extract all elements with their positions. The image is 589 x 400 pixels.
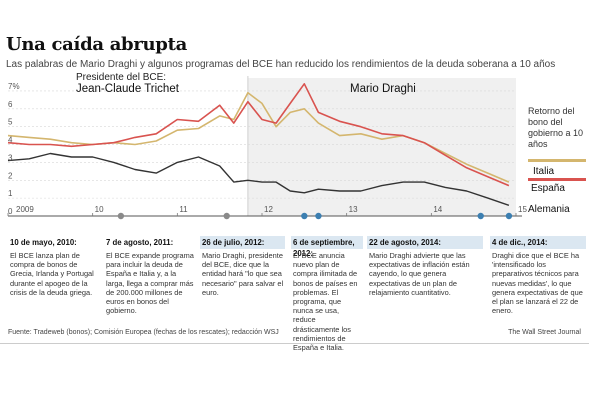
- annotation-text: Mario Draghi, presidente del BCE, dice q…: [202, 251, 284, 297]
- annotation-text: El BCE anuncia nuevo plan de compra ilim…: [293, 251, 358, 353]
- annotation-3: 26 de julio, 2012: Mario Draghi, presiden…: [200, 236, 285, 297]
- y-tick-label: 1: [8, 189, 13, 198]
- draghi-era-shade: [247, 78, 516, 216]
- annotation-6: 4 de dic., 2014: Draghi dice que el BCE h…: [490, 236, 586, 315]
- annotation-date: 7 de agosto, 2011:: [106, 238, 174, 247]
- y-tick-label: 0: [8, 207, 13, 216]
- annotation-text: Mario Draghi advierte que las expectativ…: [369, 251, 470, 297]
- bottom-divider: [0, 343, 589, 344]
- x-tick-label: 2009: [16, 205, 34, 214]
- annotation-date: 26 de julio, 2012:: [200, 236, 285, 249]
- x-tick-label: 14: [433, 205, 442, 214]
- x-tick-label: 11: [179, 205, 188, 214]
- event-marker: [315, 212, 322, 220]
- x-tick-label: 13: [349, 205, 358, 214]
- president-label: Presidente del BCE:: [76, 72, 167, 83]
- y-tick-label: 3: [8, 153, 13, 162]
- annotation-2: 7 de agosto, 2011: El BCE expande program…: [104, 236, 194, 315]
- x-tick-label: 15: [518, 205, 527, 214]
- event-marker: [505, 212, 513, 220]
- annotation-4: 6 de septiembre, 2012: El BCE anuncia nue…: [291, 236, 363, 352]
- event-marker: [301, 212, 308, 220]
- x-tick-label: 10: [95, 205, 104, 214]
- legend-espana-line: [528, 178, 586, 181]
- y-tick-label: 2: [8, 171, 13, 180]
- series-line-alemania: [7, 152, 510, 206]
- event-marker: [117, 212, 125, 220]
- president-trichet: Jean-Claude Trichet: [76, 83, 179, 95]
- legend-italia: Italia: [533, 166, 555, 177]
- y-tick-label: 4: [8, 136, 13, 145]
- credit: The Wall Street Journal: [508, 329, 581, 336]
- annotation-5: 22 de agosto, 2014: Mario Draghi advierte…: [367, 236, 483, 297]
- chart-title: Una caída abrupta: [6, 34, 187, 55]
- legend-italia-line: [528, 159, 586, 162]
- y-tick-label: 5: [8, 118, 13, 127]
- annotation-date: 22 de agosto, 2014:: [367, 236, 483, 249]
- event-marker: [223, 212, 230, 220]
- y-description: Retorno del bono del gobierno a 10 años: [528, 106, 584, 149]
- event-marker: [477, 212, 484, 220]
- chart-subtitle: Las palabras de Mario Draghi y algunos p…: [6, 59, 556, 70]
- annotation-1: 10 de mayo, 2010: El BCE lanza plan de co…: [8, 236, 98, 297]
- legend-espana: España: [531, 183, 565, 194]
- source-note: Fuente: Tradeweb (bonos); Comisión Europ…: [8, 329, 279, 336]
- president-draghi: Mario Draghi: [350, 83, 416, 95]
- y-tick-label: 7%: [8, 82, 20, 91]
- annotation-text: El BCE expande programa para incluir la …: [106, 251, 194, 316]
- y-tick-label: 6: [8, 100, 13, 109]
- annotation-date: 10 de mayo, 2010:: [10, 238, 77, 247]
- x-tick-label: 12: [264, 205, 273, 214]
- annotation-date: 6 de septiembre, 2012:: [291, 236, 363, 258]
- legend-alemania: Alemania: [528, 204, 570, 215]
- annotation-text: Draghi dice que el BCE ha 'intensificado…: [492, 251, 583, 316]
- annotation-text: El BCE lanza plan de compra de bonos de …: [10, 251, 94, 297]
- annotation-date: 4 de dic., 2014:: [490, 236, 586, 249]
- series-line-españa: [7, 83, 510, 187]
